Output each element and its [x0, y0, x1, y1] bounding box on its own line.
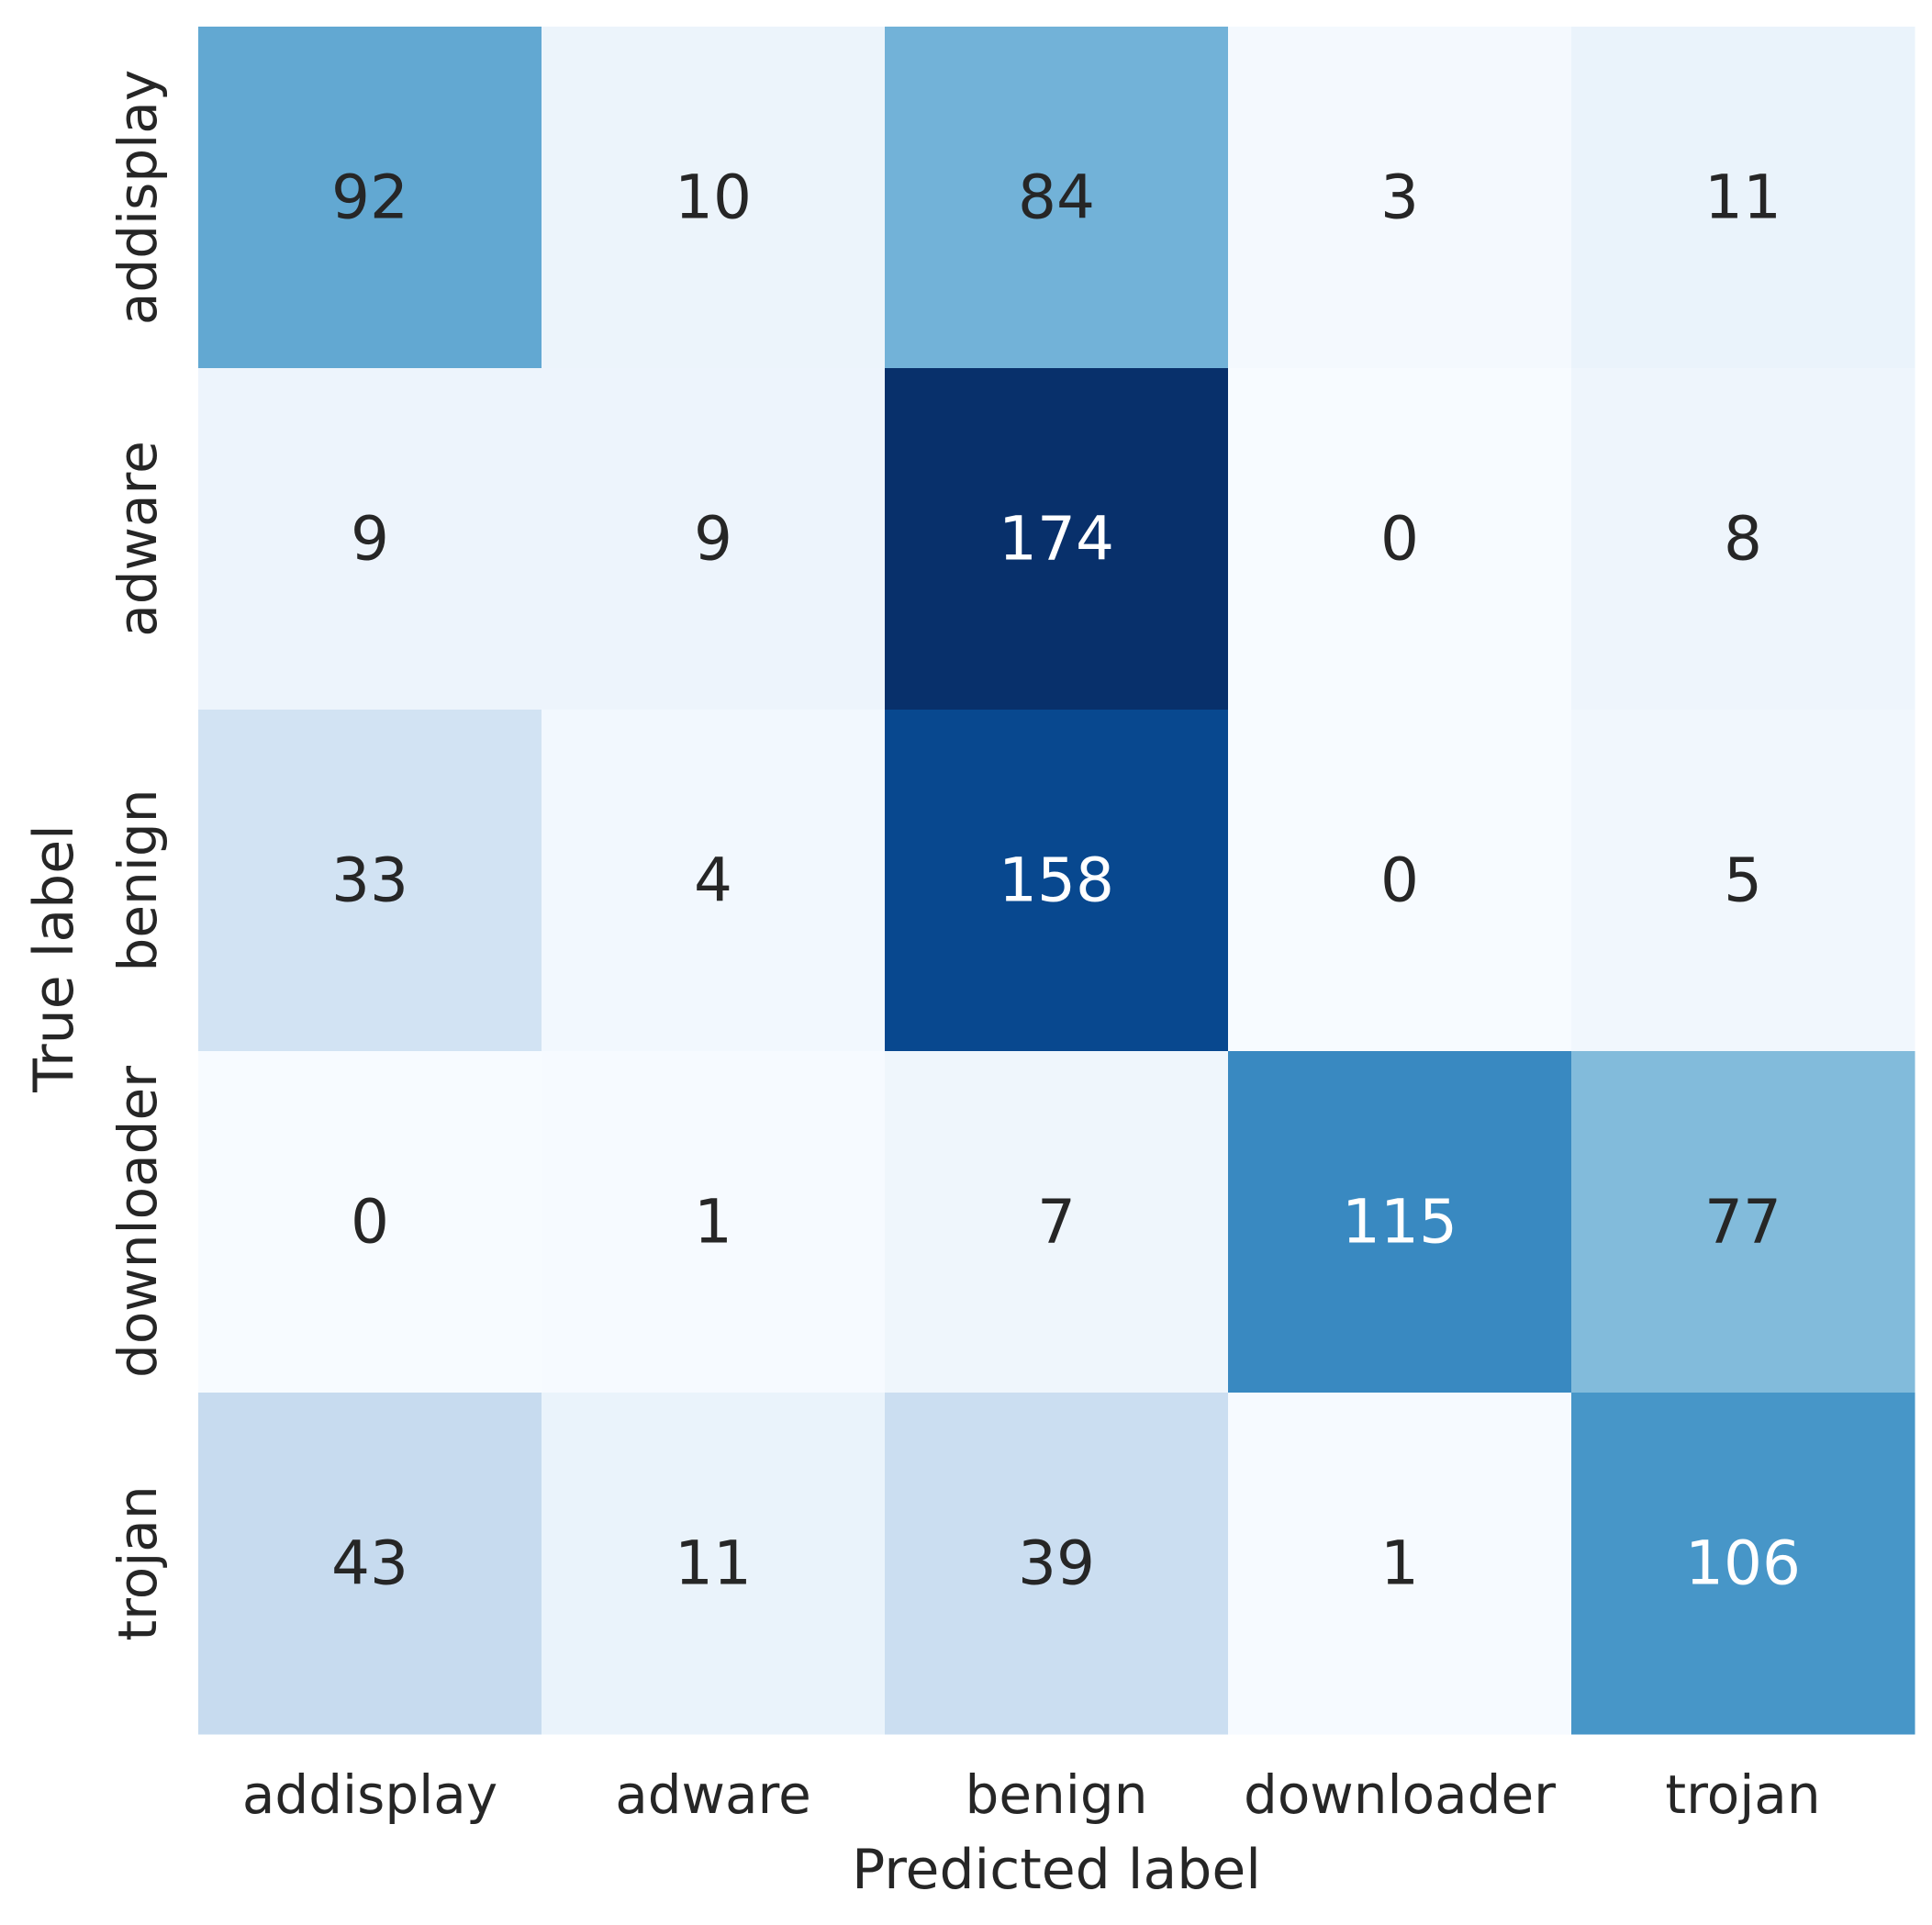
heatmap-cell-downloader-addisplay — [198, 1051, 542, 1393]
cell-value-downloader-addisplay: 0 — [351, 1187, 389, 1258]
heatmap-cell-addisplay-adware — [542, 27, 886, 369]
cell-value-downloader-benign: 7 — [1037, 1187, 1076, 1258]
cell-value-trojan-addisplay: 43 — [331, 1528, 408, 1599]
cell-value-labels: 92 10 84 3 11 9 9 174 0 8 33 4 158 0 5 0 1 7 115 77 43 11 39 1 1… — [331, 162, 1801, 1599]
cell-value-benign-addisplay: 33 — [331, 845, 408, 916]
heatmap-cell-trojan-benign — [885, 1393, 1229, 1735]
cell-value-downloader-downloader: 115 — [1342, 1187, 1457, 1258]
y-tick-addisplay: addisplay — [106, 70, 169, 325]
cell-value-adware-addisplay: 9 — [351, 504, 389, 575]
cell-value-benign-trojan: 5 — [1724, 845, 1762, 916]
cell-value-downloader-trojan: 77 — [1704, 1187, 1781, 1258]
heatmap-cell-benign-trojan — [1571, 710, 1915, 1052]
cell-value-addisplay-addisplay: 92 — [331, 162, 408, 233]
cell-value-addisplay-trojan: 11 — [1704, 162, 1781, 233]
heatmap-cell-adware-downloader — [1228, 368, 1572, 711]
heatmap-cell-addisplay-trojan — [1571, 27, 1915, 369]
cell-value-addisplay-adware: 10 — [675, 162, 752, 233]
cell-value-trojan-adware: 11 — [675, 1528, 752, 1599]
cell-value-downloader-adware: 1 — [694, 1187, 732, 1258]
heatmap-cell-adware-benign — [885, 368, 1229, 711]
heatmap-cell-trojan-downloader — [1228, 1393, 1572, 1735]
cell-value-benign-adware: 4 — [694, 845, 732, 916]
heatmap-cell-adware-trojan — [1571, 368, 1915, 711]
heatmap-cell-downloader-adware — [542, 1051, 886, 1393]
x-tick-addisplay: addisplay — [242, 1763, 497, 1826]
heatmap-cell-trojan-trojan — [1571, 1393, 1915, 1735]
cell-value-adware-benign: 174 — [999, 504, 1114, 575]
x-tick-trojan: trojan — [1665, 1763, 1820, 1826]
heatmap-cell-addisplay-addisplay — [198, 27, 542, 369]
y-tick-trojan: trojan — [106, 1485, 169, 1640]
x-tick-labels: addisplay adware benign downloader trojan — [242, 1763, 1821, 1826]
x-tick-downloader: downloader — [1244, 1763, 1556, 1826]
y-axis-label: True label — [22, 824, 86, 1093]
heatmap-cell-addisplay-benign — [885, 27, 1229, 369]
y-tick-benign: benign — [106, 789, 169, 972]
heatmap-cell-trojan-addisplay — [198, 1393, 542, 1735]
heatmap-cell-adware-addisplay — [198, 368, 542, 711]
y-tick-adware: adware — [106, 441, 169, 637]
heatmap-cell-downloader-downloader — [1228, 1051, 1572, 1393]
cell-value-trojan-downloader: 1 — [1380, 1528, 1419, 1599]
heatmap-cell-downloader-trojan — [1571, 1051, 1915, 1393]
x-tick-adware: adware — [615, 1763, 811, 1826]
x-axis-label: Predicted label — [852, 1838, 1261, 1902]
cell-value-benign-downloader: 0 — [1380, 845, 1419, 916]
heatmap-cell-trojan-adware — [542, 1393, 886, 1735]
heatmap-cell-downloader-benign — [885, 1051, 1229, 1393]
heatmap-cell-benign-benign — [885, 710, 1229, 1052]
cell-value-addisplay-downloader: 3 — [1380, 162, 1419, 233]
cell-value-adware-downloader: 0 — [1380, 504, 1419, 575]
heatmap-cell-adware-adware — [542, 368, 886, 711]
heatmap-cell-addisplay-downloader — [1228, 27, 1572, 369]
cell-value-adware-trojan: 8 — [1724, 504, 1762, 575]
cell-value-benign-benign: 158 — [999, 845, 1114, 916]
cell-value-trojan-trojan: 106 — [1685, 1528, 1801, 1599]
cell-value-trojan-benign: 39 — [1018, 1528, 1095, 1599]
heatmap-cell-benign-downloader — [1228, 710, 1572, 1052]
y-tick-downloader: downloader — [106, 1066, 169, 1378]
x-tick-benign: benign — [966, 1763, 1148, 1826]
cell-value-addisplay-benign: 84 — [1018, 162, 1095, 233]
heatmap-cell-benign-addisplay — [198, 710, 542, 1052]
heatmap-cell-benign-adware — [542, 710, 886, 1052]
heatmap-cells — [198, 27, 1915, 1735]
cell-value-adware-adware: 9 — [694, 504, 732, 575]
y-tick-labels: addisplay adware benign downloader trojan — [106, 70, 169, 1641]
